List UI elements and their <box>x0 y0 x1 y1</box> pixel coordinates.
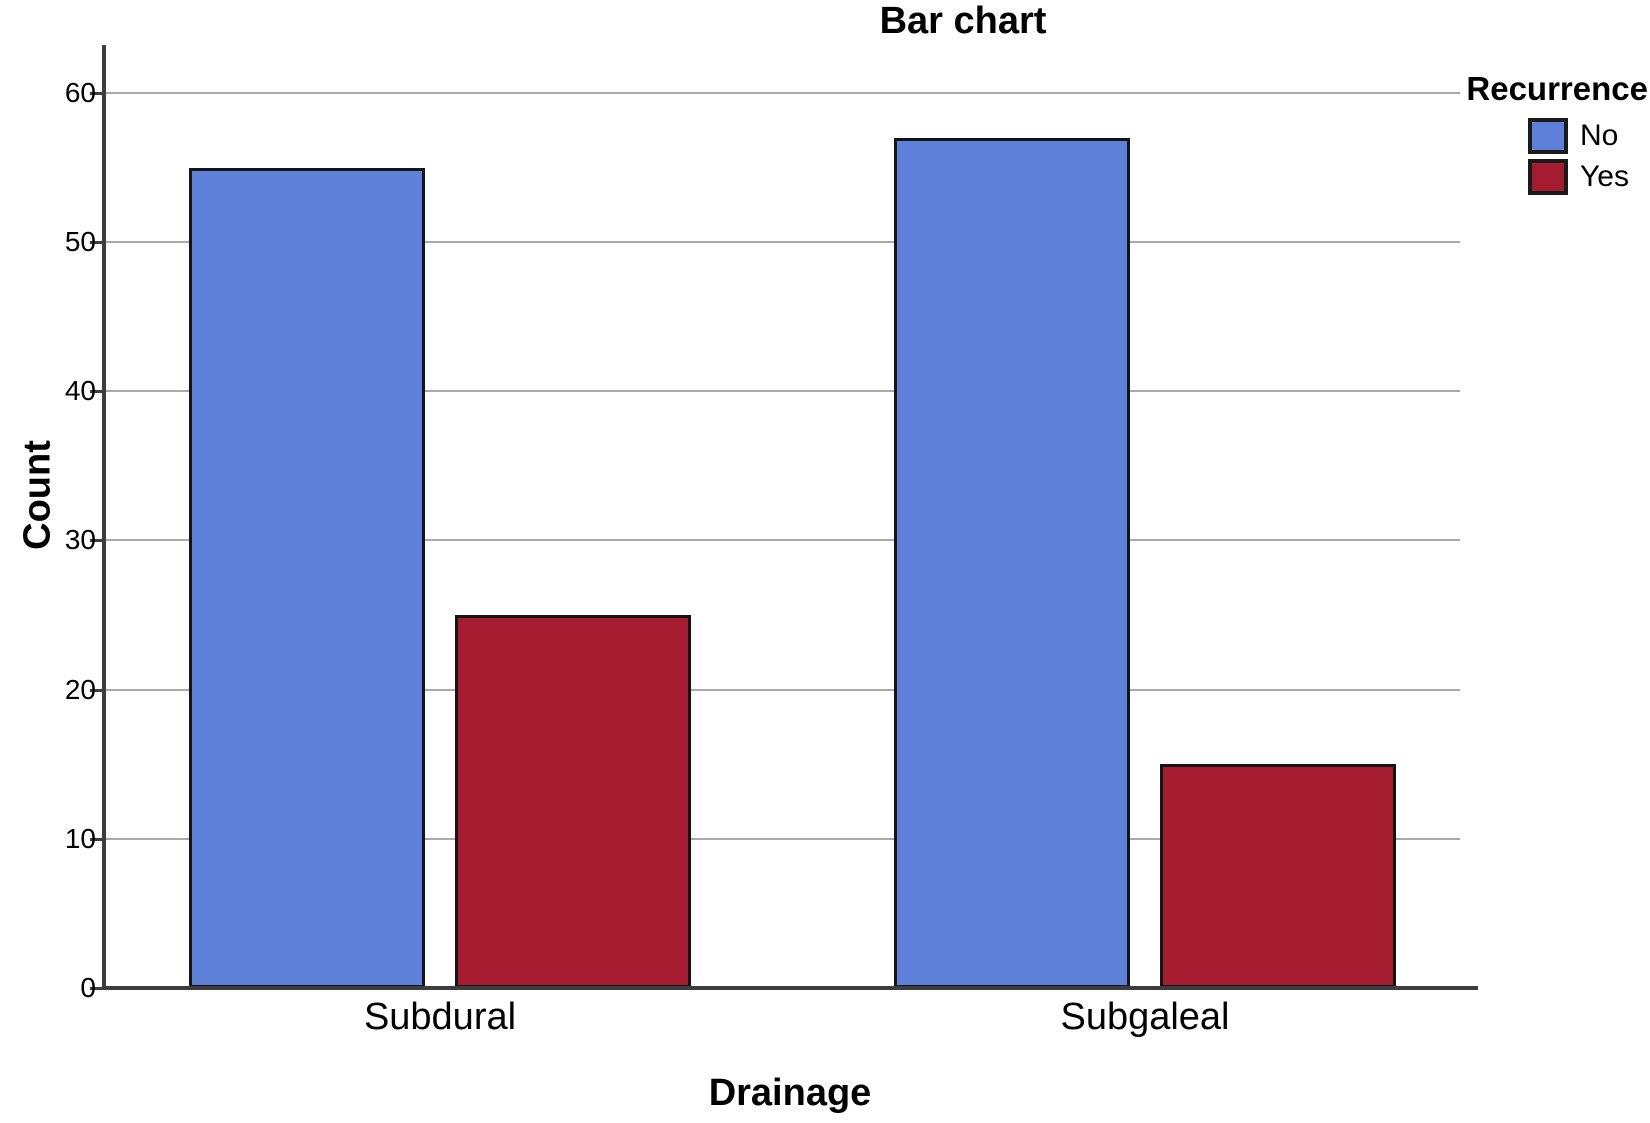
category-label-subdural: Subdural <box>363 996 517 1038</box>
y-tick-label-50: 50 <box>64 226 96 258</box>
legend-label-yes: Yes <box>1580 160 1629 193</box>
y-tick-label-30: 30 <box>64 524 96 556</box>
y-tick-10 <box>90 837 102 841</box>
y-axis-line <box>102 45 106 990</box>
y-tick-label-40: 40 <box>64 375 96 407</box>
y-tick-label-60: 60 <box>64 76 96 108</box>
bar-subgaleal-no <box>894 138 1130 988</box>
legend-swatch-yes-icon <box>1528 159 1568 195</box>
legend-item-no: No <box>1528 116 1618 156</box>
y-tick-60 <box>90 91 102 95</box>
gridline-40 <box>106 390 1460 393</box>
chart-title: Bar chart <box>879 0 1047 42</box>
legend-item-yes: Yes <box>1528 157 1629 197</box>
x-axis-title: Drainage <box>708 1072 872 1114</box>
gridline-10 <box>106 837 1460 840</box>
y-tick-30 <box>90 539 102 543</box>
y-tick-label-0: 0 <box>80 972 96 1003</box>
y-tick-0 <box>90 987 102 990</box>
legend-swatch-no-icon <box>1528 118 1568 154</box>
y-tick-50 <box>90 241 102 245</box>
bar-subdural-yes <box>455 615 691 988</box>
gridline-20 <box>106 688 1460 691</box>
y-tick-20 <box>90 688 102 692</box>
category-label-subgaleal: Subgaleal <box>1060 996 1230 1038</box>
y-tick-label-20: 20 <box>64 673 96 705</box>
legend-title: Recurrence <box>1466 70 1648 107</box>
x-axis-line <box>102 986 1478 990</box>
gridline-60 <box>106 91 1460 94</box>
bar-subdural-no <box>189 168 425 988</box>
legend-label-no: No <box>1580 119 1619 152</box>
gridline-50 <box>106 241 1460 244</box>
y-tick-40 <box>90 390 102 394</box>
y-tick-label-10: 10 <box>64 822 96 854</box>
bar-subgaleal-yes <box>1160 764 1396 988</box>
gridline-30 <box>106 539 1460 542</box>
